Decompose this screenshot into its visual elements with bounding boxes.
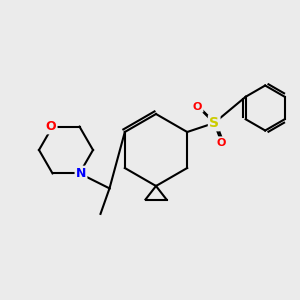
Text: O: O — [46, 120, 56, 133]
Text: O: O — [193, 101, 202, 112]
Text: N: N — [76, 167, 86, 180]
Text: S: S — [209, 116, 219, 130]
Text: O: O — [217, 137, 226, 148]
